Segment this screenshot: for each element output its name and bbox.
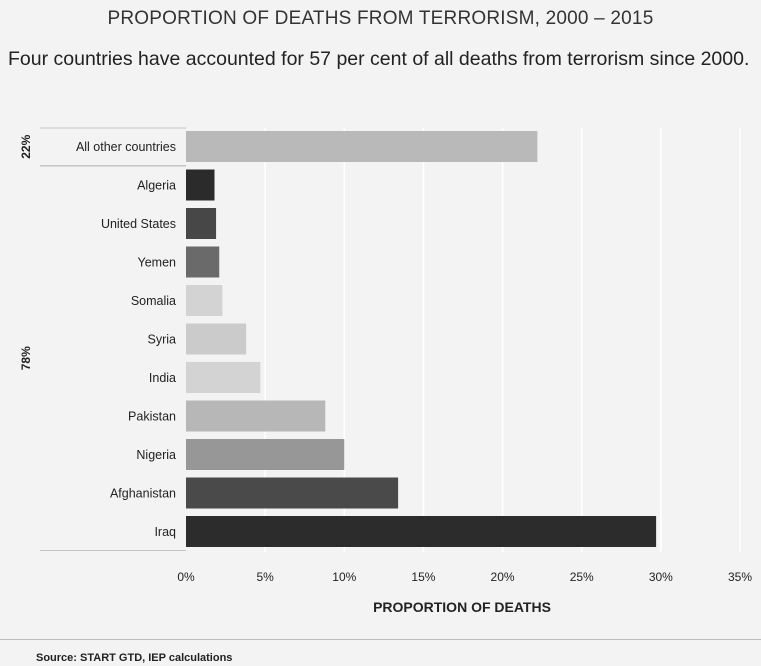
bar-yemen xyxy=(186,246,220,278)
category-label: Pakistan xyxy=(128,410,176,424)
bar-algeria xyxy=(186,169,215,201)
source-note: Source: START GTD, IEP calculations xyxy=(36,652,233,664)
chart-subtitle: Four countries have accounted for 57 per… xyxy=(8,48,750,70)
bar-somalia xyxy=(186,285,223,316)
bar-pakistan xyxy=(186,400,326,432)
bar-all-other-countries xyxy=(186,131,538,162)
bar-india xyxy=(186,362,261,393)
category-label: Algeria xyxy=(137,179,176,193)
bars xyxy=(186,131,657,547)
x-tick-label: 35% xyxy=(728,570,752,584)
bar-syria xyxy=(186,323,247,355)
x-tick-label: 30% xyxy=(649,570,673,584)
x-axis-label: PROPORTION OF DEATHS xyxy=(373,599,551,615)
group-share-label: 78% xyxy=(19,346,33,370)
category-label: Afghanistan xyxy=(110,487,176,501)
category-labels: All other countries Algeria United States Y… xyxy=(76,140,176,539)
category-label: Somalia xyxy=(131,294,176,308)
bar-afghanistan xyxy=(186,477,399,509)
category-label: Iraq xyxy=(154,525,176,539)
bar-nigeria xyxy=(186,439,345,470)
category-label: United States xyxy=(101,217,176,231)
bar-iraq xyxy=(186,516,657,547)
bar-chart: 22% 78% All other countries Algeria United … xyxy=(19,127,752,615)
footer-divider xyxy=(0,639,761,640)
x-tick-label: 0% xyxy=(177,570,195,584)
group-share-label: 22% xyxy=(19,134,33,158)
category-label: India xyxy=(149,371,176,385)
x-tick-label: 15% xyxy=(411,570,435,584)
x-tick-label: 25% xyxy=(570,570,594,584)
category-label: Yemen xyxy=(138,256,177,270)
x-tick-label: 5% xyxy=(256,570,274,584)
category-label: Nigeria xyxy=(136,448,176,462)
x-tick-label: 10% xyxy=(332,570,356,584)
x-axis-ticks: 0% 5% 10% 15% 20% 25% 30% 35% xyxy=(177,570,752,584)
x-tick-label: 20% xyxy=(491,570,515,584)
group-brackets: 22% 78% xyxy=(19,127,186,551)
category-label: Syria xyxy=(148,333,177,347)
chart-title: PROPORTION OF DEATHS FROM TERRORISM, 200… xyxy=(107,8,654,29)
category-label: All other countries xyxy=(76,140,176,154)
bar-united-states xyxy=(186,208,217,239)
